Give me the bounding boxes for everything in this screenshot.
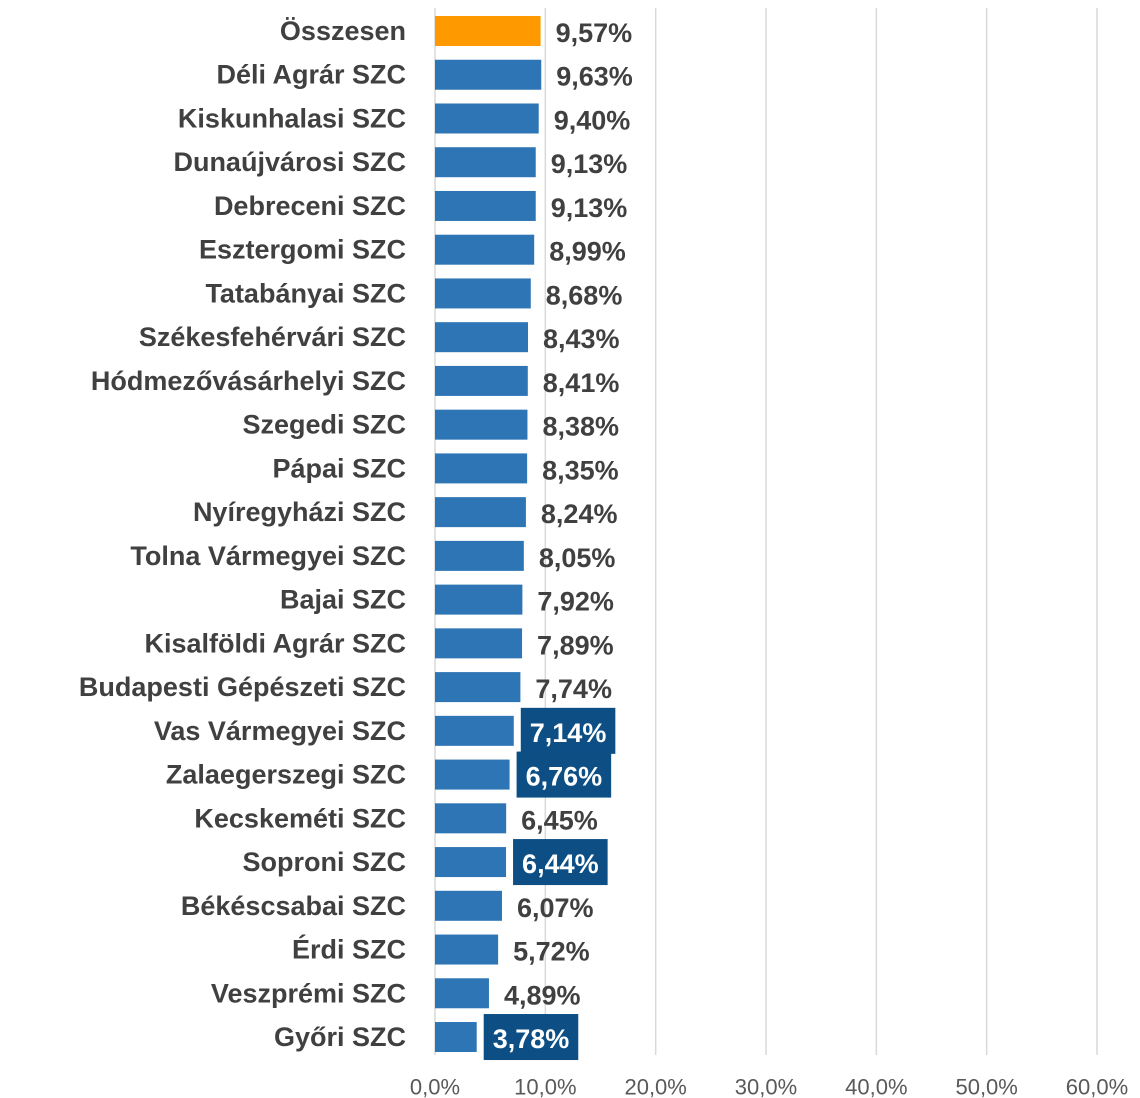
- x-tick-label: 60,0%: [1066, 1075, 1128, 1098]
- value-label: 3,78%: [493, 1024, 570, 1054]
- bar: [435, 628, 523, 659]
- category-label: Dunaújvárosi SZC: [173, 147, 406, 177]
- value-label: 9,63%: [556, 62, 633, 92]
- value-label: 8,68%: [546, 280, 623, 310]
- x-tick-label: 40,0%: [845, 1075, 907, 1098]
- category-label: Tatabányai SZC: [205, 278, 406, 308]
- value-label: 5,72%: [513, 937, 590, 967]
- value-label: 4,89%: [504, 980, 581, 1010]
- value-label-box: [516, 751, 612, 798]
- x-tick-label: 10,0%: [514, 1075, 576, 1098]
- category-label: Kisalföldi Agrár SZC: [144, 628, 406, 658]
- bar: [435, 16, 541, 46]
- category-label: Szegedi SZC: [242, 410, 406, 440]
- bar: [435, 278, 531, 309]
- bar: [435, 540, 524, 571]
- value-label: 8,99%: [549, 237, 626, 267]
- bar: [435, 147, 536, 178]
- category-label: Pápai SZC: [272, 453, 406, 483]
- value-label: 8,38%: [542, 412, 619, 442]
- value-label: 9,40%: [554, 105, 631, 135]
- x-tick-label: 0,0%: [410, 1075, 460, 1098]
- category-label: Soproni SZC: [243, 847, 407, 877]
- value-label-box: [483, 1014, 579, 1061]
- bar: [435, 890, 502, 921]
- value-label: 6,44%: [522, 849, 599, 879]
- category-label: Bajai SZC: [280, 585, 406, 615]
- value-label-box: [520, 707, 616, 754]
- category-label: Esztergomi SZC: [199, 235, 406, 265]
- category-label: Debreceni SZC: [214, 191, 406, 221]
- value-label: 6,45%: [521, 805, 598, 835]
- bar: [435, 409, 528, 440]
- value-label: 9,13%: [551, 193, 628, 223]
- category-label: Zalaegerszegi SZC: [166, 760, 406, 790]
- category-label: Összesen: [280, 16, 406, 46]
- category-label: Békéscsabai SZC: [181, 891, 406, 921]
- bar: [435, 803, 507, 834]
- bar: [435, 1022, 477, 1053]
- value-label: 8,05%: [539, 543, 616, 573]
- category-label: Kiskunhalasi SZC: [178, 103, 406, 133]
- category-label: Székesfehérvári SZC: [139, 322, 406, 352]
- value-label: 7,89%: [537, 630, 614, 660]
- category-label: Tolna Vármegyei SZC: [130, 541, 406, 571]
- bar: [435, 234, 535, 265]
- category-label: Hódmezővásárhelyi SZC: [91, 366, 406, 396]
- bar: [435, 365, 528, 396]
- value-label: 7,14%: [530, 718, 607, 748]
- value-label: 9,13%: [551, 149, 628, 179]
- bar: [435, 672, 521, 703]
- bar: [435, 847, 507, 878]
- value-label: 8,43%: [543, 324, 620, 354]
- bar: [435, 759, 510, 790]
- x-tick-label: 20,0%: [624, 1075, 686, 1098]
- value-label: 8,41%: [543, 368, 620, 398]
- bar: [435, 453, 528, 484]
- value-label: 6,76%: [526, 762, 603, 792]
- category-label: Kecskeméti SZC: [194, 803, 406, 833]
- x-tick-label: 30,0%: [735, 1075, 797, 1098]
- bar: [435, 59, 542, 90]
- value-label: 8,24%: [541, 499, 618, 529]
- bar: [435, 715, 514, 746]
- category-label: Győri SZC: [274, 1022, 406, 1052]
- value-label: 7,74%: [535, 674, 612, 704]
- value-label: 7,92%: [537, 587, 614, 617]
- bar: [435, 103, 539, 134]
- category-label: Veszprémi SZC: [211, 978, 406, 1008]
- bar: [435, 584, 523, 615]
- value-label: 6,07%: [517, 893, 594, 923]
- bar: [435, 322, 529, 353]
- bar: [435, 190, 536, 221]
- category-label: Nyíregyházi SZC: [193, 497, 406, 527]
- bar: [435, 978, 489, 1009]
- bar: [435, 497, 526, 528]
- category-label: Budapesti Gépészeti SZC: [79, 672, 406, 702]
- x-tick-label: 50,0%: [955, 1075, 1017, 1098]
- category-label: Déli Agrár SZC: [216, 60, 406, 90]
- bar: [435, 934, 499, 965]
- category-label: Vas Vármegyei SZC: [154, 716, 406, 746]
- value-label-box: [513, 839, 608, 886]
- value-label: 8,35%: [542, 455, 619, 485]
- value-label: 9,57%: [556, 18, 633, 48]
- category-label: Érdi SZC: [292, 934, 406, 965]
